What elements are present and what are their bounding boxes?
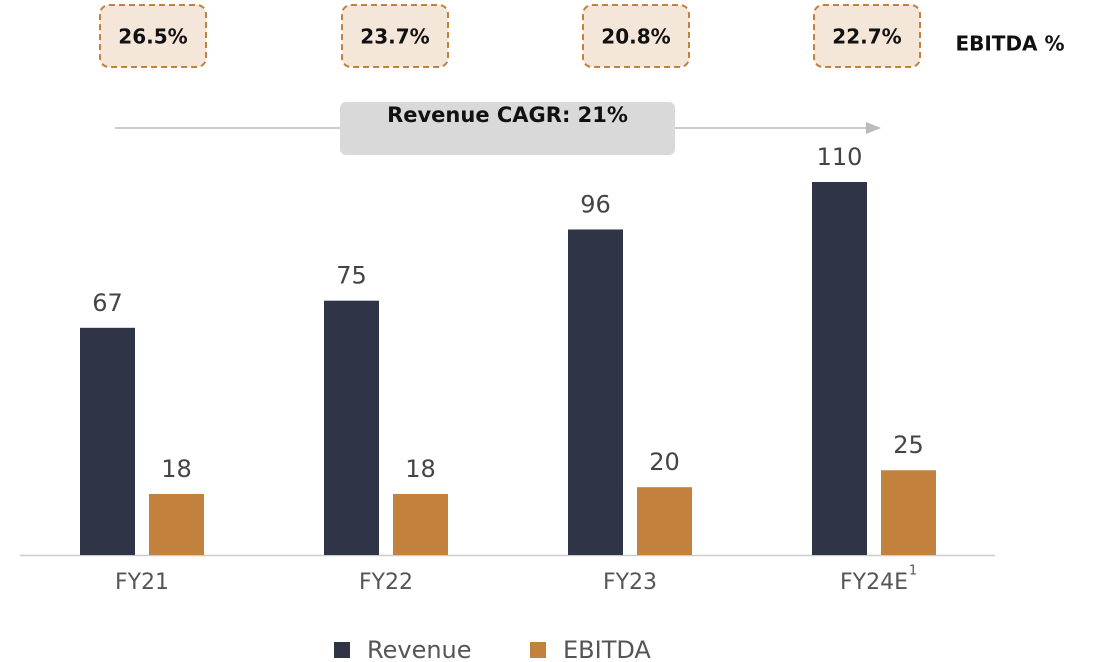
x-tick-label: FY23 bbox=[603, 570, 657, 595]
margin-box bbox=[341, 4, 449, 68]
data-label: 67 bbox=[92, 289, 123, 317]
x-tick-label: FY21 bbox=[115, 570, 169, 595]
legend-label: EBITDA bbox=[563, 636, 651, 662]
margin-label: 26.5% bbox=[118, 25, 187, 49]
data-label: 18 bbox=[405, 455, 436, 483]
data-label: 110 bbox=[817, 143, 863, 171]
margin-label: 23.7% bbox=[360, 25, 429, 49]
margin-label: 20.8% bbox=[601, 25, 670, 49]
x-tick-label: FY22 bbox=[359, 570, 413, 595]
data-label: 20 bbox=[649, 448, 680, 476]
margin-box bbox=[99, 4, 207, 68]
legend-label: Revenue bbox=[367, 636, 472, 662]
cagr-annotation: Revenue CAGR: 21% bbox=[340, 102, 675, 155]
bar bbox=[149, 493, 204, 555]
bar bbox=[568, 229, 623, 556]
legend-swatch bbox=[334, 642, 350, 658]
data-label: 96 bbox=[580, 190, 611, 218]
data-label: 18 bbox=[161, 455, 192, 483]
bar bbox=[881, 470, 936, 555]
bar bbox=[324, 300, 379, 555]
bar bbox=[637, 487, 692, 555]
legend-swatch bbox=[530, 642, 546, 658]
bar bbox=[812, 182, 867, 555]
bar bbox=[393, 493, 448, 555]
x-tick-label: FY24E bbox=[840, 570, 908, 595]
data-label: 25 bbox=[893, 431, 924, 459]
footnote-mark: 1 bbox=[909, 564, 917, 579]
margin-box bbox=[813, 4, 921, 68]
cagr-arrowhead bbox=[866, 122, 881, 134]
data-label: 75 bbox=[336, 262, 367, 290]
margin-label: 22.7% bbox=[832, 25, 901, 49]
margin-label: EBITDA % bbox=[955, 32, 1064, 56]
margin-box bbox=[582, 4, 690, 68]
bar bbox=[80, 327, 135, 555]
